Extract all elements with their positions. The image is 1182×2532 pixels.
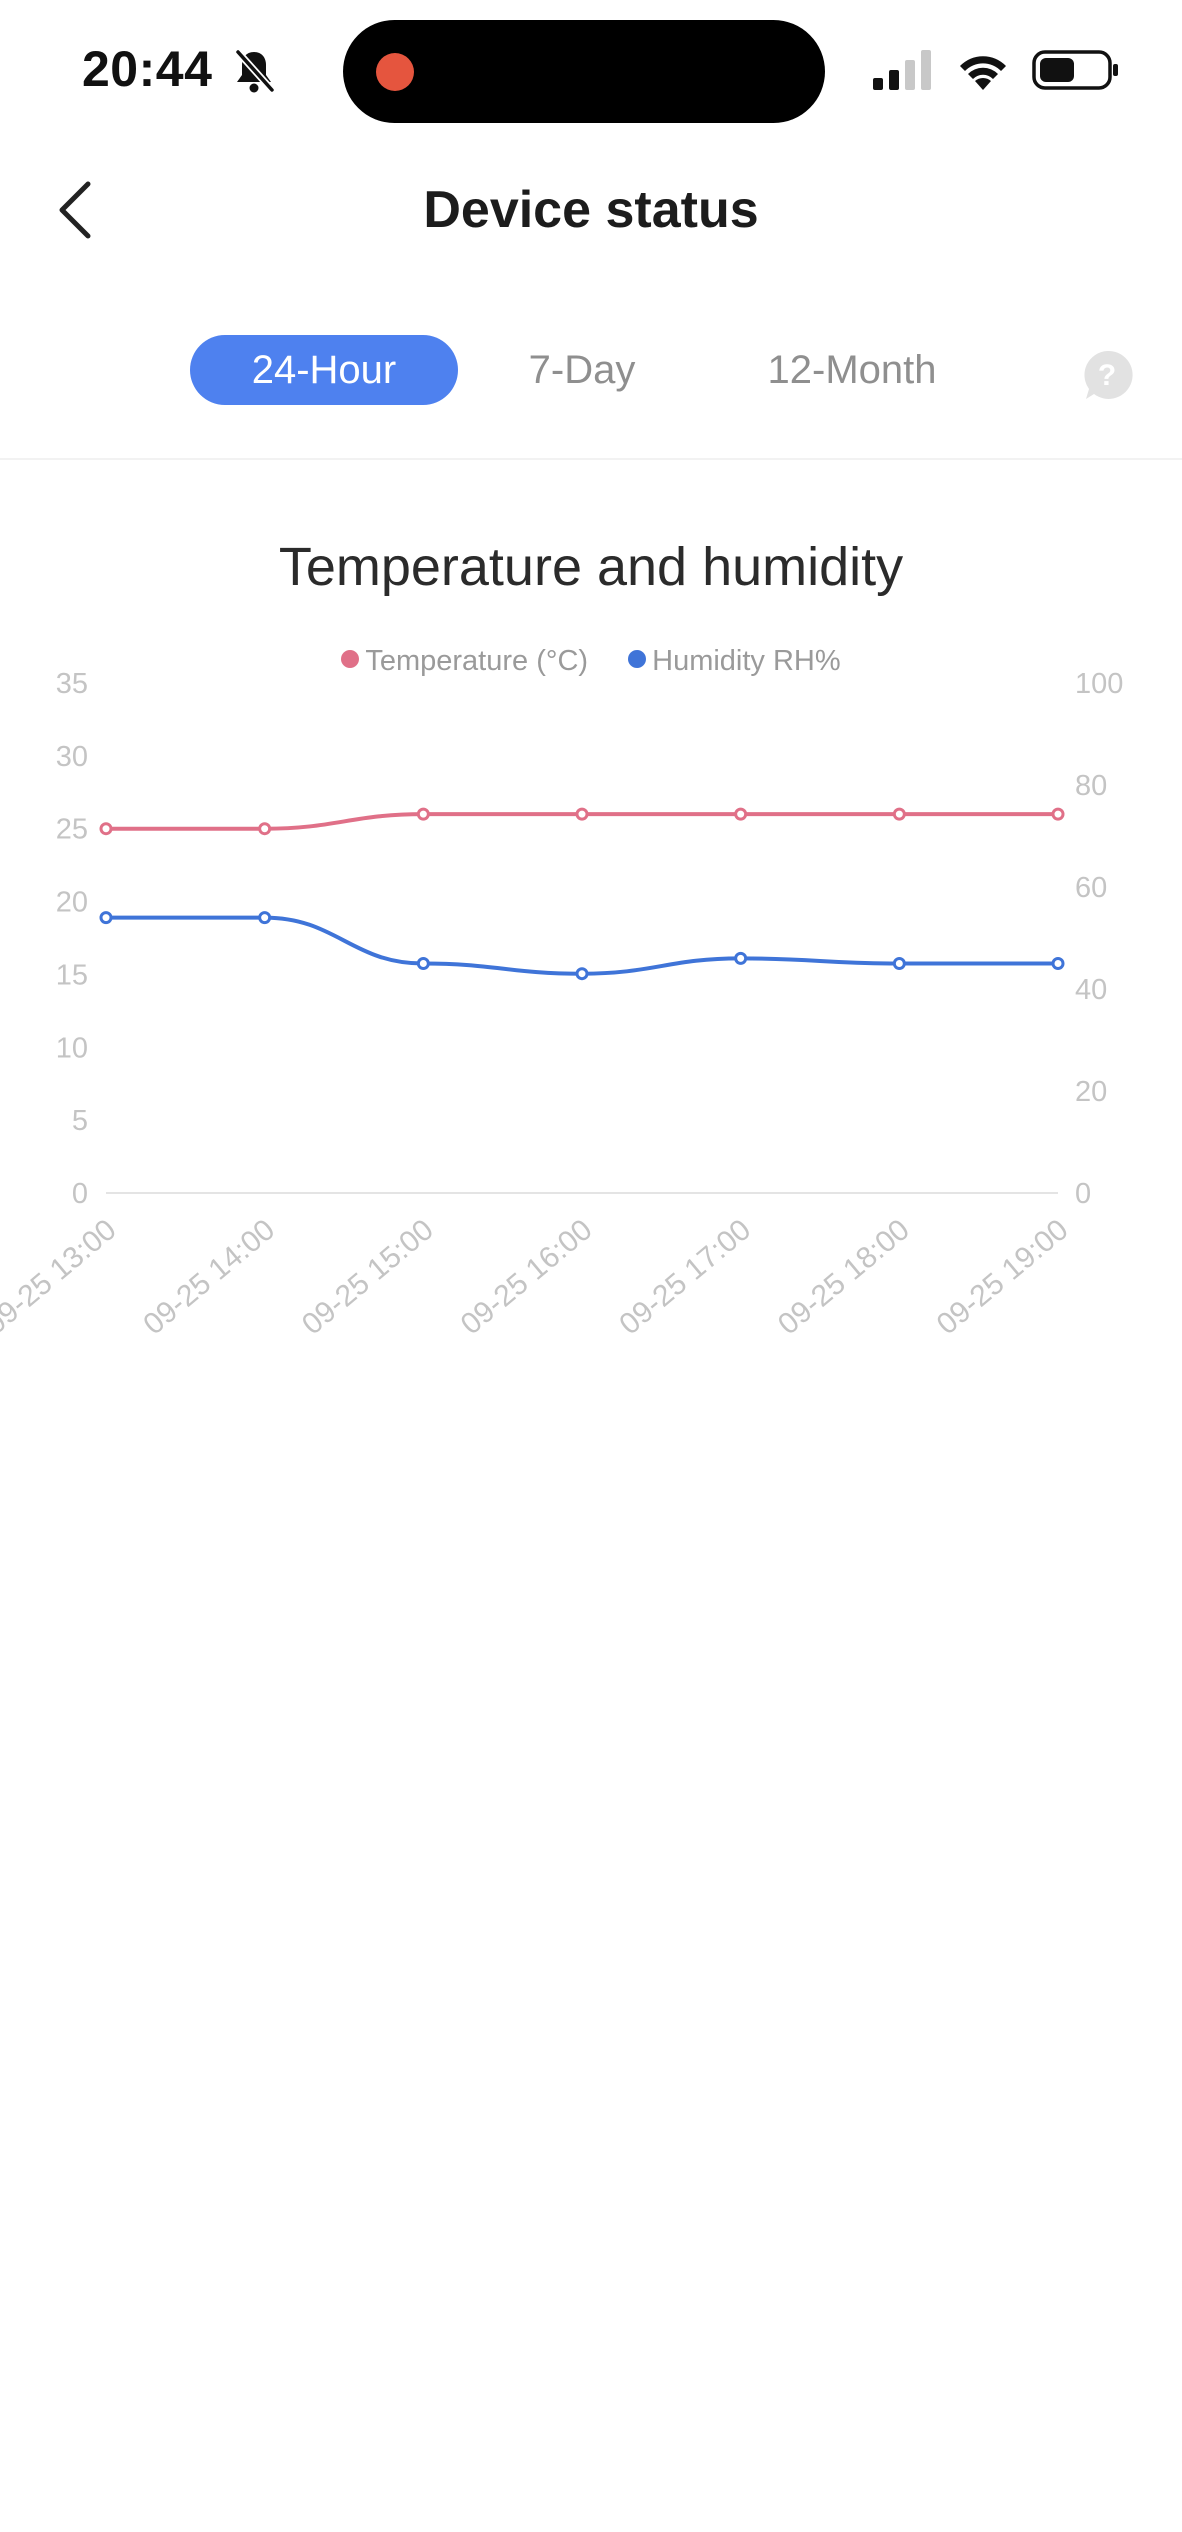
- chart-title: Temperature and humidity: [278, 537, 904, 597]
- y-left-tick-label: 5: [72, 1105, 88, 1137]
- data-point-humidity: [1051, 957, 1065, 970]
- data-point-humidity: [575, 967, 589, 981]
- data-point-temperature: [892, 807, 906, 821]
- y-right-tick-label: 40: [1075, 974, 1107, 1006]
- x-tick-label: 09-25 13:00: [0, 1213, 122, 1341]
- y-left-tick-label: 35: [56, 668, 88, 700]
- data-point-temperature: [258, 822, 272, 836]
- question-circle-icon[interactable]: ?: [1080, 348, 1134, 402]
- x-tick-label: 09-25 17:00: [613, 1213, 757, 1341]
- x-tick-label: 09-25 15:00: [296, 1213, 440, 1341]
- svg-text:?: ?: [1098, 359, 1116, 392]
- x-tick-label: 09-25 18:00: [772, 1213, 916, 1341]
- y-right-tick-label: 20: [1075, 1076, 1107, 1108]
- tab-7-day[interactable]: 7-Day: [528, 348, 636, 392]
- y-right-tick-label: 100: [1075, 668, 1123, 700]
- data-point-humidity: [258, 911, 272, 925]
- series-line-humidity: [104, 915, 1060, 976]
- y-left-tick-label: 0: [72, 1178, 88, 1210]
- data-point-temperature: [416, 807, 430, 821]
- page-title: Device status: [423, 181, 759, 239]
- y-right-tick-label: 0: [1075, 1178, 1091, 1210]
- data-point-humidity: [99, 911, 113, 925]
- y-left-tick-label: 25: [56, 814, 88, 846]
- y-left-tick-label: 20: [56, 887, 88, 919]
- data-point-humidity: [892, 957, 906, 970]
- x-tick-label: 09-25 14:00: [137, 1213, 281, 1341]
- data-point-humidity: [416, 957, 430, 970]
- status-time: 20:44: [82, 41, 213, 97]
- legend-item-temperature[interactable]: Temperature (°C): [341, 645, 588, 678]
- dynamic-island: [343, 20, 825, 123]
- legend-label-temperature: Temperature (°C): [365, 645, 589, 677]
- legend-label-humidity: Humidity RH%: [652, 645, 841, 677]
- data-point-humidity: [734, 951, 748, 965]
- data-point-temperature: [99, 822, 113, 836]
- data-point-temperature: [1051, 807, 1065, 821]
- tab-24-hour[interactable]: 24-Hour: [190, 335, 458, 405]
- status-bar: 20:44: [0, 0, 1182, 130]
- x-tick-label: 09-25 19:00: [931, 1213, 1075, 1341]
- range-tabs: 24-Hour 7-Day 12-Month ?: [0, 330, 1182, 410]
- y-right-tick-label: 80: [1075, 770, 1107, 802]
- header: Device status: [0, 150, 1182, 270]
- y-right-tick-label: 60: [1075, 872, 1107, 904]
- y-left-tick-label: 30: [56, 741, 88, 773]
- bell-muted-icon: [235, 49, 275, 93]
- legend-item-humidity[interactable]: Humidity RH%: [628, 645, 841, 678]
- tab-12-month[interactable]: 12-Month: [767, 348, 937, 392]
- legend-dot-temperature: [341, 650, 360, 668]
- data-point-temperature: [575, 807, 589, 821]
- y-left-tick-label: 10: [56, 1032, 88, 1064]
- legend-dot-humidity: [628, 650, 647, 668]
- signal-icon: [873, 50, 931, 90]
- y-left-tick-label: 15: [56, 959, 88, 991]
- chevron-left-icon[interactable]: [40, 170, 120, 250]
- recording-indicator-icon: [376, 53, 414, 91]
- battery-icon: [1032, 50, 1118, 90]
- data-point-temperature: [734, 807, 748, 821]
- chart-legend: Temperature (°C) Humidity RH%: [0, 645, 1182, 678]
- wifi-icon: [960, 56, 1006, 90]
- divider: [0, 458, 1182, 460]
- x-tick-label: 09-25 16:00: [455, 1213, 599, 1341]
